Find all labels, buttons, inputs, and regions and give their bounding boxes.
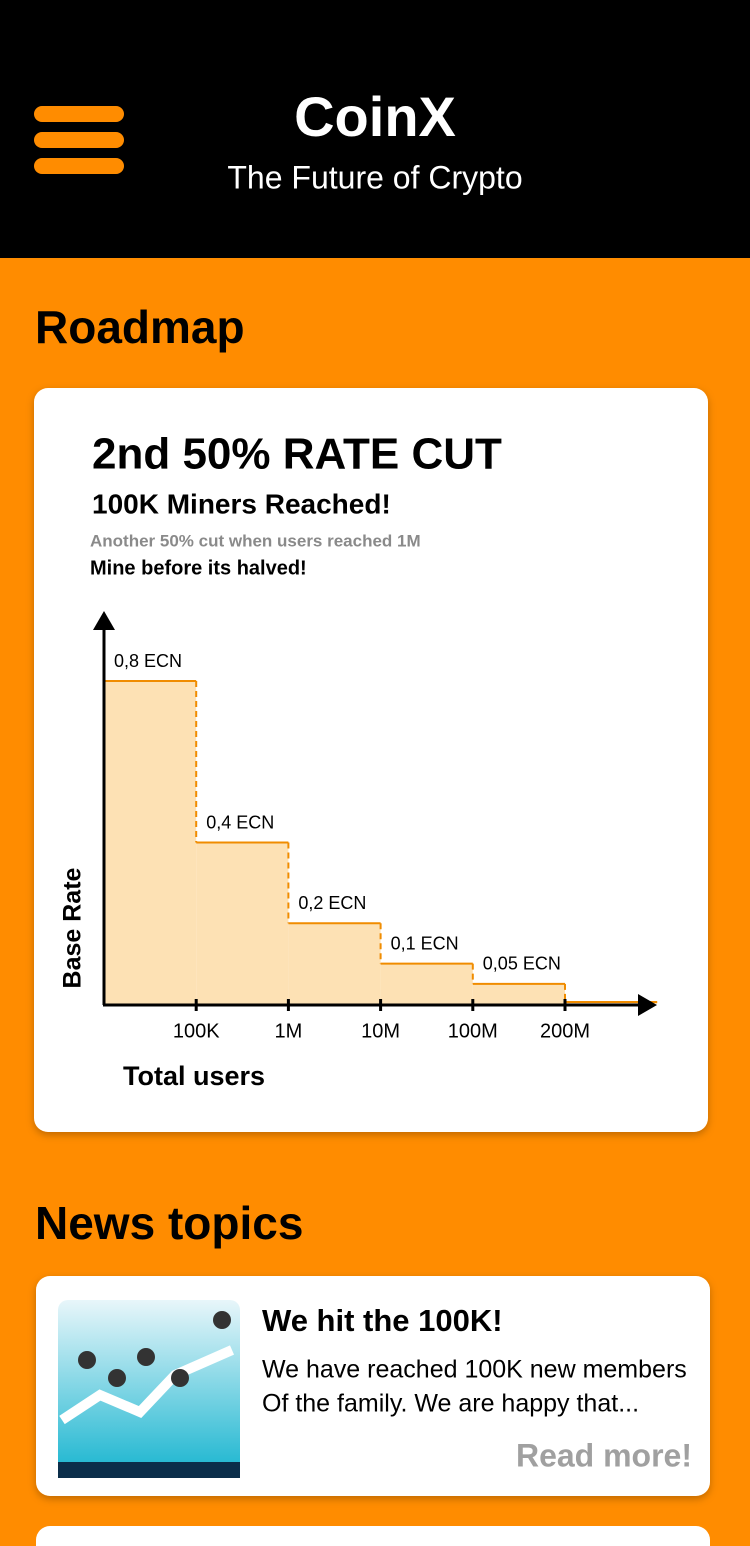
image-arrow <box>59 1345 235 1425</box>
value-label: 0,4 ECN <box>206 812 274 832</box>
y-axis-label: Base Rate <box>59 867 87 988</box>
app-title: CoinX <box>294 85 456 148</box>
image-bg <box>58 1300 240 1478</box>
image-strip <box>58 1462 240 1478</box>
card-call: Mine before its halved! <box>90 557 307 579</box>
read-more-link[interactable]: Read more! <box>516 1437 692 1473</box>
image-figure <box>78 1351 96 1369</box>
news-card[interactable] <box>36 1526 710 1546</box>
x-tick-label: 100M <box>448 1020 498 1042</box>
image-figure <box>108 1369 126 1387</box>
image-figure <box>171 1369 189 1387</box>
y-axis-arrow <box>93 611 115 630</box>
step-chart: 0,8 ECN 0,4 ECN 0,2 ECN 0,1 ECN 0,05 ECN 100K… <box>93 611 658 1042</box>
image-figure <box>137 1348 155 1366</box>
value-label: 0,2 ECN <box>298 893 366 913</box>
x-axis-arrow <box>638 994 657 1016</box>
news-title: We hit the 100K! <box>262 1303 503 1338</box>
menu-button[interactable] <box>34 106 124 174</box>
news-card[interactable]: We hit the 100K! We have reached 100K ne… <box>36 1276 710 1496</box>
header-bar <box>0 0 750 258</box>
menu-bar[interactable] <box>34 106 124 122</box>
value-label: 0,1 ECN <box>391 933 459 953</box>
section-heading: Roadmap <box>35 301 245 353</box>
step-area <box>288 923 381 1004</box>
step-area <box>472 983 565 1004</box>
x-tick-label: 200M <box>540 1020 590 1042</box>
news-text: Of the family. We are happy that... <box>262 1390 639 1418</box>
value-label: 0,05 ECN <box>483 954 561 974</box>
value-label: 0,8 ECN <box>114 651 182 671</box>
step-area <box>380 963 473 1004</box>
news-text: We have reached 100K new members <box>262 1356 687 1384</box>
x-tick-label: 100K <box>173 1020 220 1042</box>
image-figure <box>213 1311 231 1329</box>
card-title: 2nd 50% RATE CUT <box>92 430 502 479</box>
x-tick-label: 1M <box>275 1020 303 1042</box>
x-tick-label: 10M <box>361 1020 400 1042</box>
section-heading: News topics <box>35 1197 303 1249</box>
app-subtitle: The Future of Crypto <box>227 159 522 195</box>
step-area <box>104 681 197 1004</box>
menu-bar[interactable] <box>34 158 124 174</box>
menu-bar[interactable] <box>34 132 124 148</box>
step-area <box>196 842 289 1004</box>
card-subtitle: 100K Miners Reached! <box>92 488 391 519</box>
x-axis-label: Total users <box>123 1061 265 1091</box>
card-note: Another 50% cut when users reached 1M <box>90 531 421 550</box>
news-image <box>58 1300 240 1478</box>
step-area <box>565 1001 658 1004</box>
